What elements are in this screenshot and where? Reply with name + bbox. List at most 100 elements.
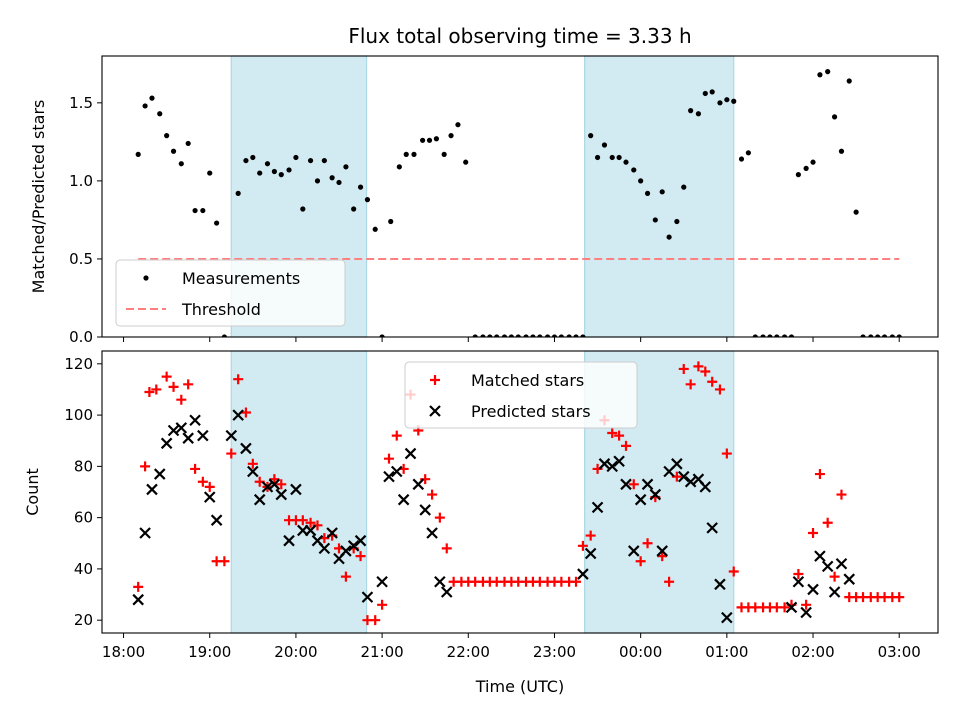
data-point (825, 69, 831, 75)
data-point (276, 479, 287, 490)
x-tick-label: 18:00 (102, 643, 145, 661)
data-point (792, 575, 805, 588)
data-point (326, 527, 338, 539)
data-point (412, 478, 425, 491)
data-point (523, 334, 529, 337)
data-point (635, 556, 646, 567)
data-point (426, 137, 433, 143)
data-point (584, 547, 597, 560)
data-point (170, 148, 177, 154)
data-point (434, 575, 446, 588)
data-point (666, 234, 672, 240)
data-point (190, 463, 201, 474)
legend-box (404, 361, 638, 429)
legend-box (115, 259, 346, 327)
data-point (881, 334, 888, 337)
data-point (838, 148, 845, 154)
data-point (139, 527, 151, 539)
data-point (383, 453, 394, 464)
data-point (677, 470, 690, 483)
data-point (441, 543, 452, 554)
data-point (699, 481, 712, 493)
data-point (197, 429, 209, 442)
legend: Measurements Threshold (115, 259, 346, 327)
data-point (321, 157, 327, 164)
data-point (695, 111, 702, 117)
data-point (268, 478, 281, 491)
x-tick-label: 03:00 (878, 643, 921, 661)
data-point (463, 159, 469, 165)
data-point (204, 481, 215, 492)
data-point (440, 586, 453, 598)
y-tick-label: 20 (74, 611, 93, 629)
data-point (293, 154, 299, 161)
data-point (652, 217, 658, 223)
data-point (515, 334, 521, 337)
data-point (286, 167, 292, 173)
data-point (185, 140, 191, 147)
data-point (664, 576, 675, 587)
data-point (767, 334, 773, 337)
data-point (814, 469, 825, 480)
data-point (709, 89, 715, 95)
data-point (657, 551, 668, 562)
data-point (197, 476, 208, 487)
data-point (214, 220, 220, 226)
chart-title: Flux total observing time = 3.33 h (348, 24, 691, 48)
data-point (609, 154, 615, 161)
data-point (530, 334, 536, 337)
data-point (264, 161, 271, 167)
plot-area (135, 69, 902, 337)
data-point (558, 334, 564, 337)
legend: Matched stars Predicted stars (404, 361, 638, 429)
data-point (176, 394, 187, 405)
data-point (700, 366, 711, 377)
y-tick-label: 120 (64, 355, 93, 373)
data-point (606, 460, 618, 473)
data-point (649, 488, 662, 501)
data-point (621, 440, 632, 451)
data-point (544, 334, 551, 337)
data-point (221, 334, 227, 337)
y-tick-label: 0.5 (69, 250, 93, 268)
data-point (283, 534, 295, 547)
y-tick-label: 1.5 (69, 94, 93, 112)
legend-label: Matched stars (471, 371, 584, 390)
data-point (896, 334, 902, 337)
data-point (685, 379, 696, 390)
data-point (314, 178, 321, 184)
data-point (659, 189, 665, 195)
y-tick-label: 40 (74, 560, 93, 578)
data-point (717, 100, 723, 106)
data-point (427, 489, 438, 500)
data-point (817, 72, 823, 78)
data-point (357, 184, 364, 190)
data-point (210, 514, 223, 526)
x-tick-label: 20:00 (274, 643, 317, 661)
data-point (226, 448, 237, 459)
data-point (347, 540, 360, 552)
data-point (370, 615, 381, 626)
data-point (300, 206, 306, 212)
data-point (164, 133, 170, 139)
data-point (140, 461, 151, 472)
data-point (340, 545, 352, 557)
data-point (318, 542, 331, 555)
data-point (383, 470, 395, 483)
data-point (571, 576, 582, 587)
data-point (243, 157, 249, 164)
data-point (376, 575, 388, 588)
data-point (157, 111, 163, 117)
data-point (613, 455, 625, 468)
data-point (426, 527, 438, 539)
data-point (714, 578, 726, 591)
data-point (240, 442, 252, 455)
data-point (297, 515, 308, 526)
data-point (257, 170, 263, 176)
data-point (822, 517, 833, 528)
data-point (135, 151, 141, 157)
data-point (391, 430, 402, 441)
data-point (810, 159, 816, 165)
data-point (207, 170, 213, 176)
data-point (250, 154, 256, 161)
